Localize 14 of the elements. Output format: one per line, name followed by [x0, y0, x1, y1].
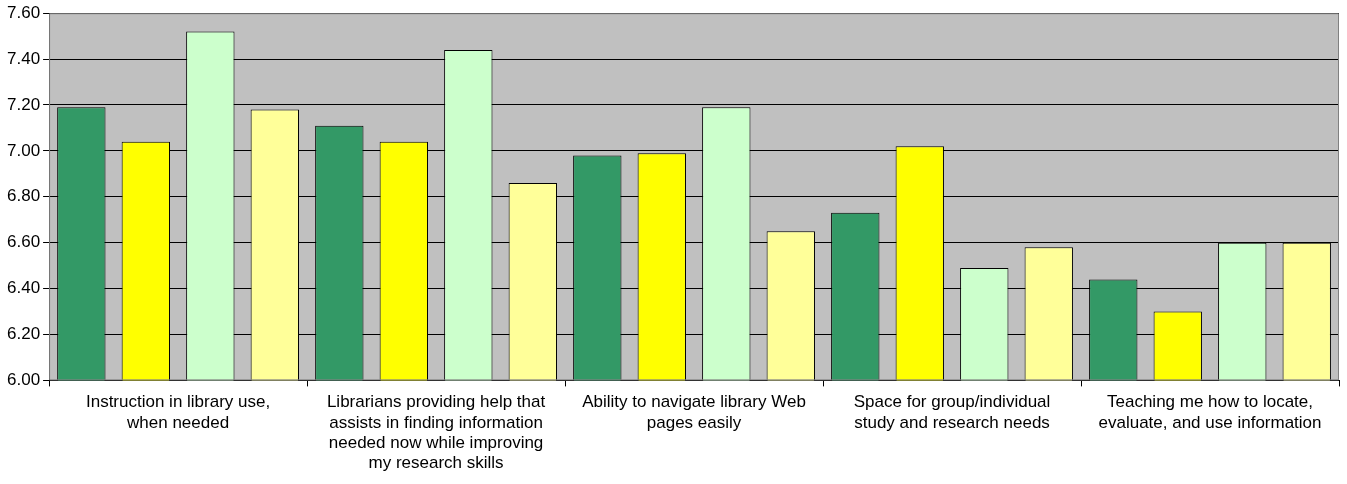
y-tick-label: 7.20	[6, 94, 41, 114]
x-tick-label: Teaching me how to locate, evaluate, and use information	[1098, 392, 1322, 432]
y-tick-label: 7.40	[6, 48, 41, 68]
x-tick-label: Ability to navigate library Web pages easily	[582, 392, 806, 432]
x-tick-label: Librarians providing help that assists in finding information needed now while improving my research skills	[326, 392, 546, 473]
y-tick-label: 7.00	[6, 140, 41, 160]
y-tick-label: 6.80	[6, 186, 41, 206]
y-tick-label: 6.60	[6, 232, 41, 252]
y-tick-label: 7.60	[6, 2, 41, 22]
y-tick-label: 6.20	[6, 324, 41, 344]
y-tick-label: 6.00	[6, 370, 41, 390]
y-tick-label: 6.40	[6, 278, 41, 298]
x-tick-label: Space for group/individual study and research needs	[853, 392, 1051, 432]
x-tick-label: Instruction in library use, when needed	[85, 392, 271, 432]
